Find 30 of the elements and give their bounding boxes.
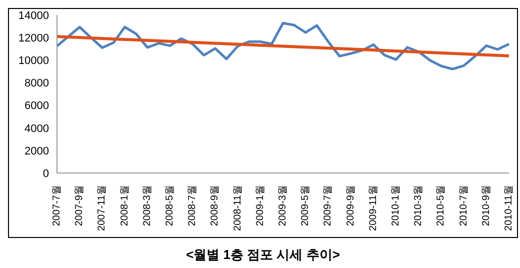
y-tick-label: 0: [42, 168, 49, 180]
x-tick-label: 2008-1월: [119, 185, 130, 226]
x-tick-label: 2007-11월: [96, 185, 108, 231]
x-tick-label: 2010-9월: [480, 185, 492, 226]
x-tick-label: 2008-7월: [187, 185, 198, 226]
y-tick-label: 14000: [18, 10, 49, 22]
text: <월별 1층 점포 시세 추이>: [185, 246, 341, 264]
x-tick-label: 2009-7월: [322, 185, 334, 226]
x-tick-label: 2009-3월: [278, 185, 288, 226]
x-tick-label: 2009-1월: [254, 185, 266, 226]
x-tick-label: 2010-7월: [458, 185, 470, 226]
x-tick-label: 2008-11월: [232, 185, 244, 231]
x-tick-label: 2010-1월: [390, 185, 402, 226]
y-tick-label: 12000: [18, 32, 49, 44]
y-tick-label: 2000: [24, 145, 49, 158]
x-tick-label: 2007-7월: [52, 185, 62, 226]
y-tick-label: 10000: [18, 55, 49, 68]
x-tick-label: 2007-9월: [74, 185, 86, 226]
x-tick-label: 2009-5월: [300, 185, 312, 226]
y-tick-label: 6000: [24, 100, 49, 112]
x-tick-label: 2009-11월: [368, 185, 379, 231]
y-tick-label: 4000: [24, 122, 49, 135]
x-tick-label: 2010-11월: [504, 185, 514, 231]
x-tick-label: 2008-3월: [142, 185, 153, 226]
x-tick-label: 2010-5월: [436, 185, 447, 226]
x-tick-label: 2008-5월: [164, 185, 176, 226]
y-tick-label: 8000: [24, 78, 49, 90]
x-tick-label: 2010-3월: [413, 185, 424, 226]
x-tick-label: 2009-9월: [345, 185, 356, 226]
x-tick-label: 2008-9월: [210, 185, 221, 226]
